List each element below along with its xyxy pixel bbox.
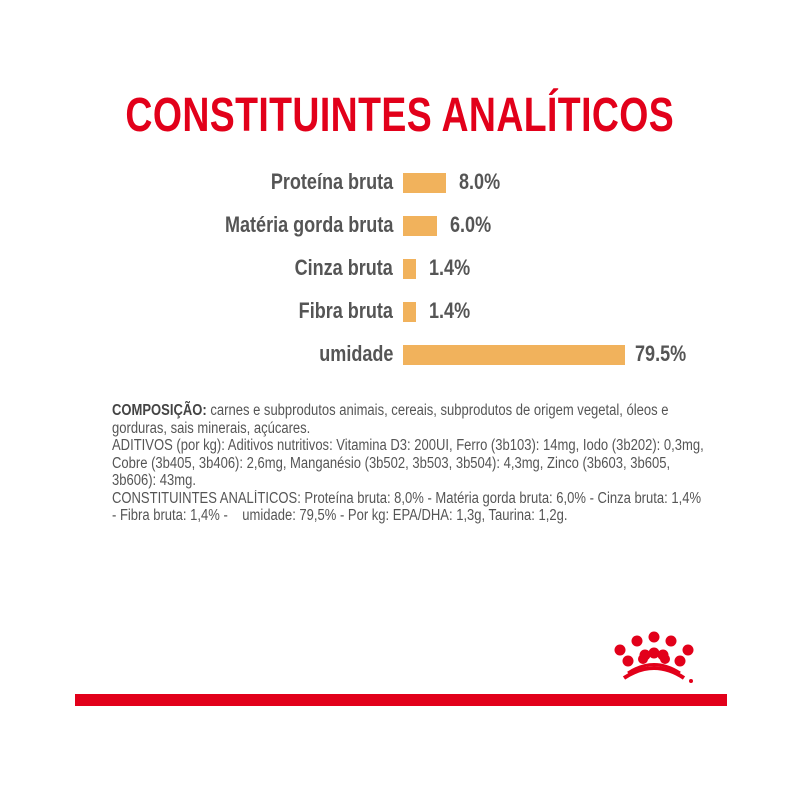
category-label: Fibra bruta	[298, 298, 393, 323]
chart-row: Cinza bruta 1.4%	[0, 255, 800, 281]
value-label: 1.4%	[429, 298, 471, 323]
chart-row: umidade 79.5%	[0, 341, 800, 367]
category-label: umidade	[318, 341, 393, 366]
bar	[403, 259, 417, 279]
category-label: Cinza bruta	[294, 255, 393, 280]
composition-body: carnes e subprodutos animais, cereais, s…	[112, 402, 669, 437]
analytical-text: CONSTITUINTES ANALÍTICOS: Proteína bruta…	[112, 489, 705, 525]
bar	[403, 173, 446, 193]
royal-canin-crown-icon	[614, 631, 694, 683]
chart-row: Proteína bruta 8.0%	[0, 169, 800, 195]
value-label: 1.4%	[429, 255, 471, 280]
bar	[403, 216, 437, 236]
composition-heading: COMPOSIÇÃO:	[112, 402, 207, 419]
footer-red-line	[75, 694, 727, 706]
chart-row: Matéria gorda bruta 6.0%	[0, 212, 800, 238]
bar	[403, 302, 417, 322]
composition-text: COMPOSIÇÃO: carnes e subprodutos animais…	[112, 402, 772, 525]
value-label: 6.0%	[450, 212, 492, 237]
chart-row: Fibra bruta 1.4%	[0, 298, 800, 324]
value-label: 79.5%	[635, 341, 687, 366]
category-label: Matéria gorda bruta	[224, 212, 393, 237]
chart-title: CONSTITUINTES ANALÍTICOS	[125, 89, 675, 142]
value-label: 8.0%	[459, 169, 501, 194]
bar	[403, 345, 625, 365]
category-label: Proteína bruta	[270, 169, 393, 194]
additives-text: ADITIVOS (por kg): Aditivos nutritivos: …	[112, 437, 704, 489]
